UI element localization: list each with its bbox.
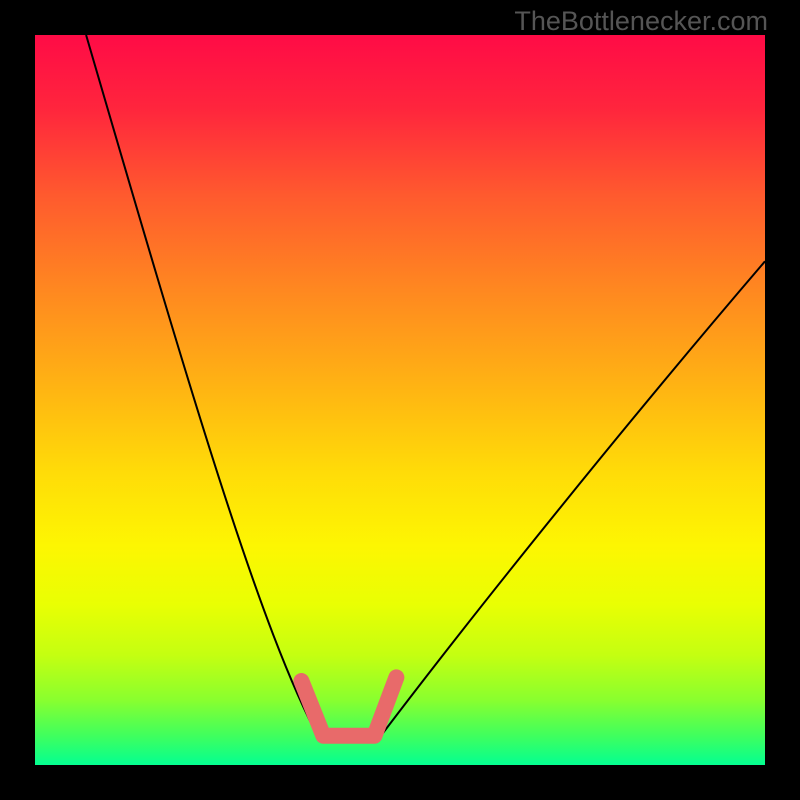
chart-svg: [0, 0, 800, 800]
chart-container: TheBottlenecker.com: [0, 0, 800, 800]
plot-background: [35, 35, 765, 765]
watermark-text: TheBottlenecker.com: [514, 6, 768, 37]
